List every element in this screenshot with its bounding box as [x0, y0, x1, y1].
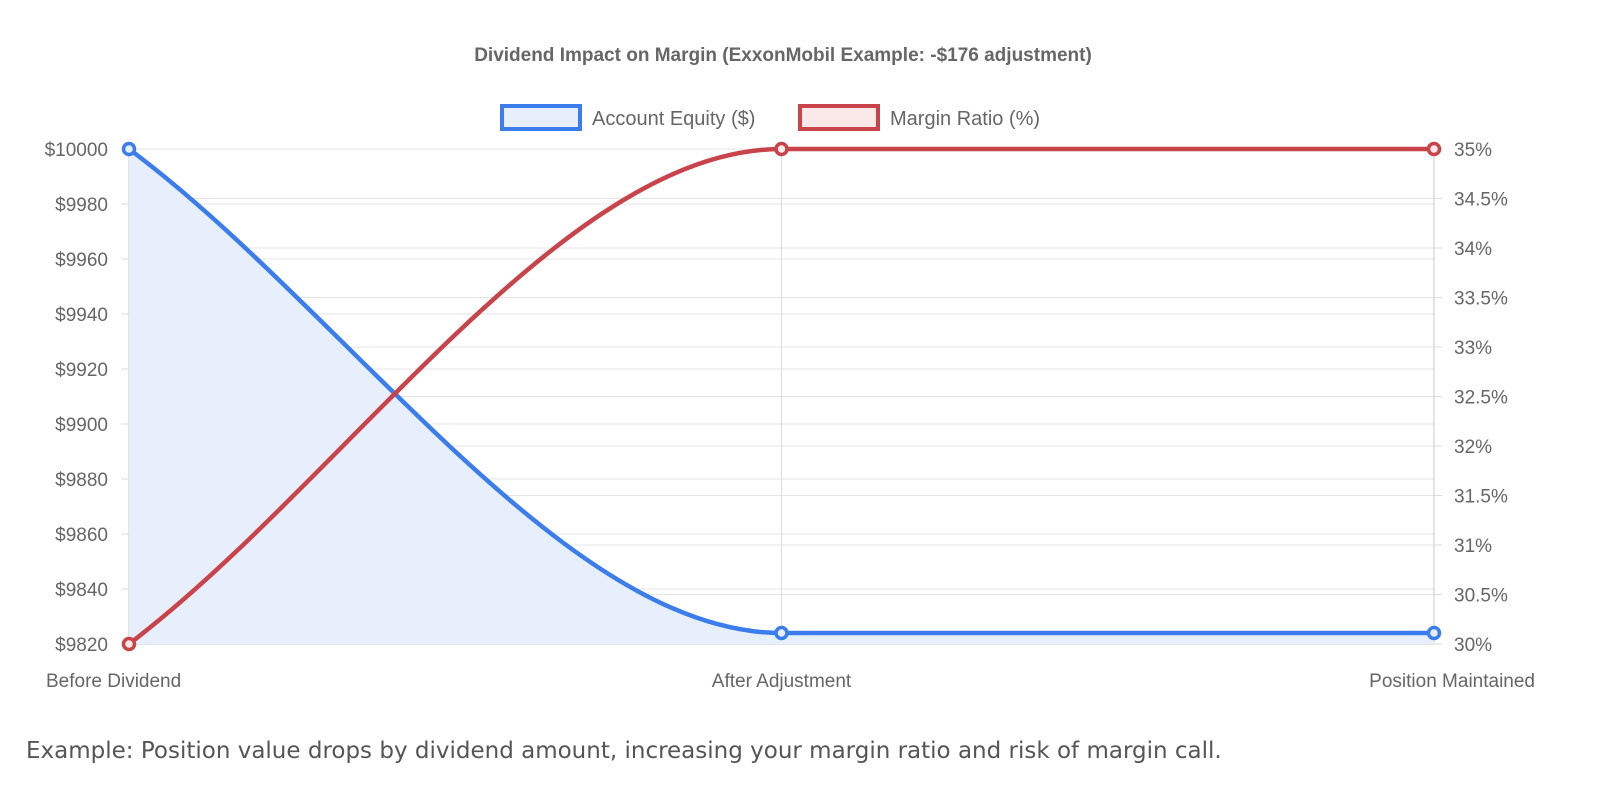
data-point-margin-ratio[interactable] [121, 636, 137, 652]
data-point-equity[interactable] [774, 625, 789, 641]
legend-item-equity[interactable]: Account Equity ($) [500, 104, 755, 131]
y-left-tick-label: $9880 [55, 470, 108, 491]
y-left-tick-label: $9840 [55, 580, 108, 601]
data-point-equity[interactable] [1426, 625, 1442, 641]
series-area-equity [129, 149, 1434, 644]
legend-label-equity: Account Equity ($) [592, 108, 755, 130]
y-left-tick-label: $9980 [55, 195, 108, 216]
legend-swatch-equity [500, 104, 582, 131]
y-right-tick-label: 31% [1454, 536, 1492, 557]
y-right-tick-label: 33% [1454, 338, 1492, 359]
y-right-tick-label: 33.5% [1454, 289, 1508, 310]
legend-swatch-margin-ratio [798, 104, 880, 131]
y-right-tick-label: 35% [1454, 140, 1492, 161]
data-point-margin-ratio[interactable] [774, 141, 789, 157]
y-right-tick-label: 34.5% [1454, 190, 1508, 211]
y-left-tick-label: $9960 [55, 250, 108, 271]
legend: Account Equity ($) Margin Ratio (%) [500, 104, 1040, 131]
data-point-margin-ratio[interactable] [1426, 141, 1442, 157]
x-tick-label: After Adjustment [712, 671, 852, 692]
x-tick-label: Before Dividend [46, 671, 181, 692]
legend-label-margin-ratio: Margin Ratio (%) [890, 108, 1040, 130]
chart-caption: Example: Position value drops by dividen… [26, 738, 1222, 764]
data-point-equity[interactable] [121, 141, 137, 157]
dividend-margin-chart: Dividend Impact on Margin (ExxonMobil Ex… [45, 45, 1535, 692]
y-left-tick-label: $9940 [55, 305, 108, 326]
y-right-tick-label: 31.5% [1454, 487, 1508, 508]
chart-canvas: Dividend Impact on Margin (ExxonMobil Ex… [45, 45, 1535, 692]
series-line-margin-ratio [126, 146, 1437, 647]
y-left-tick-label: $10000 [45, 140, 108, 161]
y-left-tick-label: $9900 [55, 415, 108, 436]
y-right-tick-label: 34% [1454, 239, 1492, 260]
y-left-tick-label: $9860 [55, 525, 108, 546]
chart-title: Dividend Impact on Margin (ExxonMobil Ex… [474, 45, 1092, 66]
y-right-tick-label: 30% [1454, 635, 1492, 656]
y-right-tick-label: 30.5% [1454, 586, 1508, 607]
series-line-equity [126, 146, 1437, 636]
x-tick-label: Position Maintained [1369, 671, 1535, 692]
y-left-tick-label: $9820 [55, 635, 108, 656]
y-right-tick-label: 32% [1454, 437, 1492, 458]
y-right-tick-label: 32.5% [1454, 388, 1508, 409]
legend-item-margin-ratio[interactable]: Margin Ratio (%) [798, 104, 1040, 131]
y-left-tick-label: $9920 [55, 360, 108, 381]
